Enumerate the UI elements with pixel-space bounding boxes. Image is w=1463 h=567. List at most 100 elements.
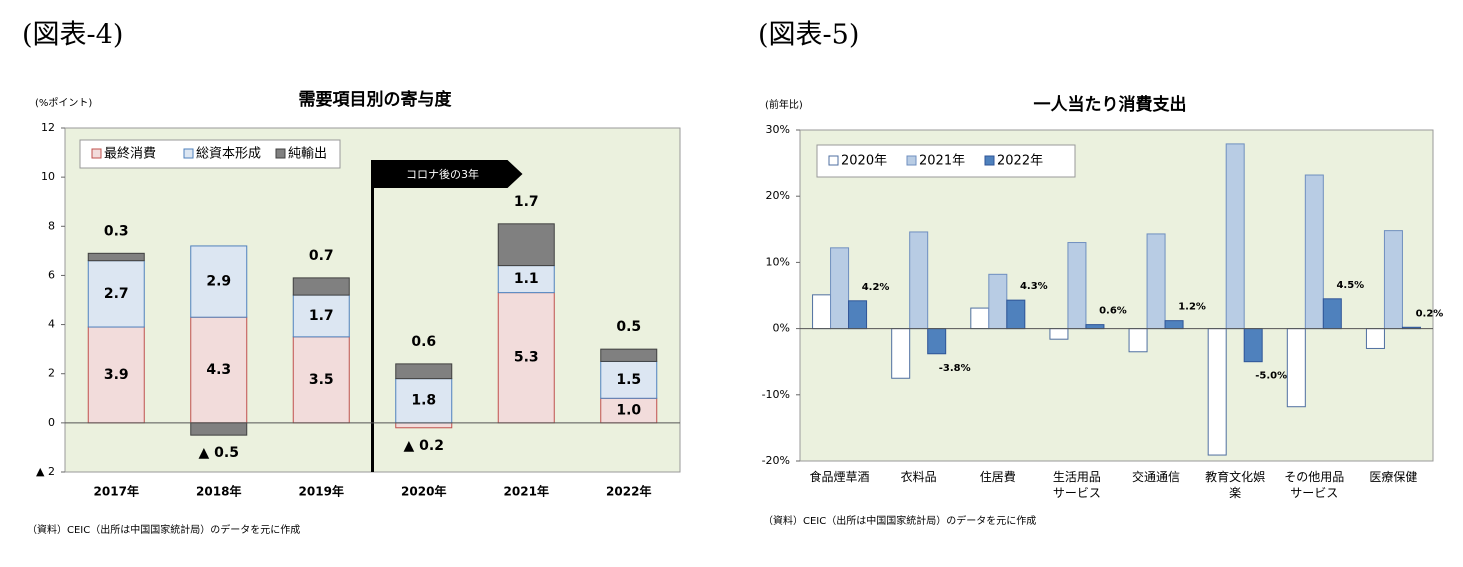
data-label: 5.3: [514, 350, 539, 366]
y-tick-label: 30%: [766, 123, 790, 136]
bar: [1383, 230, 1403, 330]
legend-label: 2021年: [919, 154, 965, 169]
y-tick-label: 12: [41, 121, 55, 134]
bar: [1207, 328, 1227, 456]
bar: [1067, 242, 1087, 330]
data-label: 4.3%: [1020, 281, 1048, 292]
x-tick-label: 2019年: [299, 484, 344, 499]
bar-segment: [190, 316, 248, 424]
legend-label: 総資本形成: [196, 147, 261, 162]
data-label: 4.3: [206, 362, 231, 378]
x-tick-label: 教育文化娯 楽: [1205, 470, 1266, 500]
x-tick-label: 2017年: [94, 484, 139, 499]
data-label: 3.9: [104, 367, 129, 383]
bar-segment: [87, 326, 145, 424]
bar: [1322, 298, 1342, 330]
bar: [812, 294, 832, 330]
data-label: 0.6%: [1099, 306, 1127, 317]
bar-segment: [497, 265, 555, 294]
bar: [909, 231, 929, 330]
bar: [830, 247, 850, 330]
bar-segment: [190, 422, 248, 436]
bar: [1365, 328, 1385, 349]
legend-box: [79, 139, 341, 169]
bar-segment: [600, 360, 658, 399]
x-tick-label: その他用品 サービス: [1284, 470, 1345, 500]
legend-label: 2022年: [997, 154, 1043, 169]
data-label: 3.5: [309, 372, 334, 388]
x-tick-label: 食品煙草酒: [809, 470, 870, 484]
x-tick-label: 2020年: [401, 484, 446, 499]
legend-swatch: [828, 155, 839, 166]
data-label: 0.3: [104, 223, 129, 239]
y-axis-label: (前年比): [765, 98, 803, 111]
data-label: ▲ 0.5: [199, 445, 239, 461]
legend-swatch: [91, 148, 102, 159]
data-label: 1.5: [616, 372, 641, 388]
bar: [988, 273, 1008, 330]
bar: [970, 307, 990, 330]
y-tick-label: 0: [48, 416, 55, 429]
bar-segment: [190, 245, 248, 318]
y-tick-label: 4: [48, 318, 55, 331]
y-tick-label: -10%: [762, 388, 790, 401]
bar: [1006, 299, 1026, 330]
legend-swatch: [906, 155, 917, 166]
data-label: 4.2%: [862, 282, 890, 293]
bar-segment: [395, 422, 453, 429]
figure-label: (図表-5): [758, 20, 859, 51]
annotation: コロナ後の3年: [406, 167, 479, 181]
bar-segment: [600, 397, 658, 424]
bar: [891, 328, 911, 379]
data-label: 2.7: [104, 286, 129, 302]
bar: [927, 328, 947, 355]
bar-segment: [497, 292, 555, 424]
bar: [1164, 320, 1184, 330]
x-tick-label: 医療保健: [1369, 470, 1418, 484]
chart-title: 一人当たり消費支出: [1034, 94, 1187, 115]
bar-segment: [395, 363, 453, 380]
bar: [1243, 328, 1263, 363]
x-tick-label: 2018年: [196, 484, 241, 499]
chart-title: 需要項目別の寄与度: [299, 89, 453, 110]
x-tick-label: 交通通信: [1132, 470, 1181, 484]
y-tick-label: -20%: [762, 454, 790, 467]
legend-label: 純輸出: [288, 147, 327, 162]
data-label: 2.9: [206, 274, 231, 290]
bar: [1225, 143, 1245, 330]
bar: [848, 300, 868, 330]
data-label: 1.1: [514, 271, 539, 287]
data-label: 4.5%: [1336, 280, 1364, 291]
bar-segment: [87, 260, 145, 328]
data-label: 1.7: [309, 308, 334, 324]
data-label: 0.5: [616, 319, 641, 335]
bar-segment: [395, 378, 453, 424]
bar-segment: [292, 294, 350, 338]
bar: [1304, 174, 1324, 330]
legend-swatch: [183, 148, 194, 159]
data-label: 1.0: [616, 403, 641, 419]
source-note: （資料）CEIC（出所は中国国家統計局）のデータを元に作成: [27, 523, 300, 536]
y-tick-label: 2: [48, 367, 55, 380]
data-label: 1.8: [411, 393, 436, 409]
legend-label: 最終消費: [104, 146, 156, 162]
source-note: （資料）CEIC（出所は中国国家統計局）のデータを元に作成: [763, 514, 1036, 527]
figure-label: (図表-4): [22, 20, 123, 51]
legend-box: [816, 144, 1076, 178]
y-tick-label: 10: [41, 170, 55, 183]
bar-segment: [497, 223, 555, 267]
plot-area: [799, 129, 1434, 462]
bar: [1128, 328, 1148, 353]
y-axis-label: (%ポイント): [35, 97, 92, 109]
bar-segment: [292, 277, 350, 296]
data-label: ▲ 0.2: [404, 438, 444, 454]
data-label: -3.8%: [939, 363, 971, 374]
data-label: 1.2%: [1178, 302, 1206, 313]
data-label: 0.2%: [1416, 308, 1444, 319]
x-tick-label: 生活用品 サービス: [1052, 470, 1101, 500]
annotation-arrow: [372, 160, 523, 188]
x-tick-label: 衣料品: [900, 470, 937, 484]
y-tick-label: ▲ 2: [36, 465, 55, 478]
bar-segment: [600, 348, 658, 362]
